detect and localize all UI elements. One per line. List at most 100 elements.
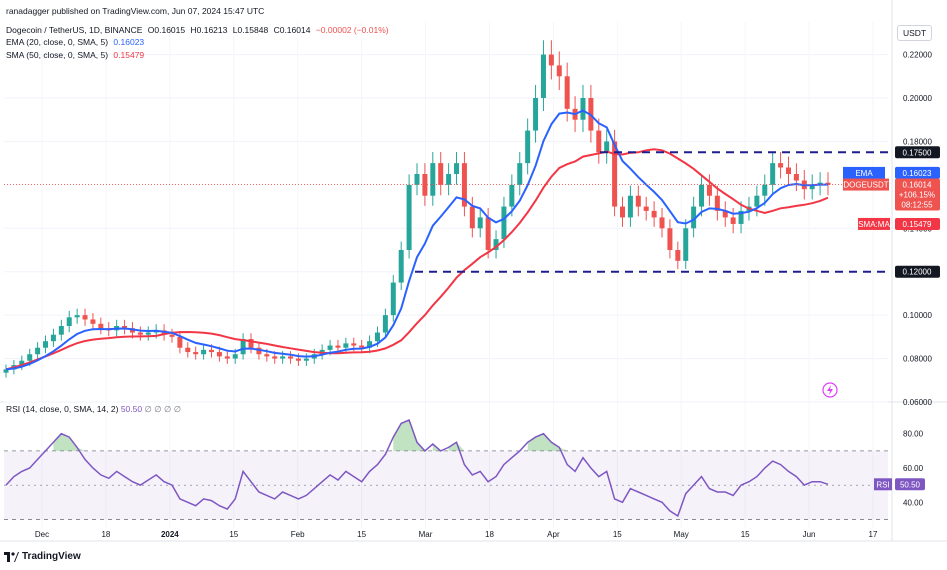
price-tick-label: 0.10000 <box>903 311 932 320</box>
candle <box>730 207 736 234</box>
candle <box>778 152 784 179</box>
rsi-value-label: 50.50 <box>900 480 921 489</box>
candle <box>770 152 776 196</box>
ema-legend[interactable]: EMA (20, close, 0, SMA, 5) 0.16023 <box>6 37 144 47</box>
candle-body <box>485 217 491 250</box>
candle <box>359 339 365 354</box>
tradingview-logo[interactable]: TradingView <box>4 551 81 562</box>
symbol-title: Dogecoin / TetherUS, 1D, BINANCE <box>6 25 143 35</box>
candle <box>240 333 246 360</box>
candle-body <box>177 336 183 348</box>
candle <box>517 152 523 196</box>
candle-body <box>66 317 72 326</box>
candle-body <box>699 184 705 207</box>
candle <box>691 196 697 238</box>
candle-body <box>367 341 373 348</box>
candle <box>390 275 396 322</box>
rsi-side-tag <box>874 478 892 491</box>
candle <box>145 326 151 341</box>
candle-body <box>27 354 33 361</box>
candle-body <box>714 195 720 211</box>
candle-body <box>209 349 214 353</box>
candle <box>651 201 657 227</box>
candle <box>193 346 199 360</box>
candle <box>793 163 799 192</box>
price-tick-label: 0.20000 <box>903 94 932 103</box>
candle-body <box>256 347 262 355</box>
symbol-side-tag <box>843 178 889 191</box>
candle <box>461 152 467 217</box>
candle-body <box>216 352 222 357</box>
sma-price-value: 0.15479 <box>903 220 932 229</box>
ema-legend-value: 0.16023 <box>113 37 145 47</box>
sma-legend[interactable]: SMA (50, close, 0, SMA, 5) 0.15479 <box>6 50 144 60</box>
candle <box>430 152 436 206</box>
publisher-line: ranadagger published on TradingView.com,… <box>6 6 265 16</box>
time-tick-label: 15 <box>741 530 750 539</box>
time-tick-label: Feb <box>291 530 305 539</box>
candle <box>620 196 625 227</box>
candle <box>438 152 444 196</box>
candle <box>35 342 41 360</box>
candle-body <box>509 184 515 207</box>
candle <box>604 129 610 164</box>
candle <box>98 317 104 335</box>
candle-body <box>43 341 49 348</box>
symbol-ohlc-line: Dogecoin / TetherUS, 1D, BINANCE O0.1601… <box>6 25 389 35</box>
candle-body <box>604 141 610 153</box>
rsi-value-tag <box>895 478 925 491</box>
candle <box>201 344 207 360</box>
ema-side-name: EMA <box>855 169 873 178</box>
candle <box>477 207 483 238</box>
rsi-legend-label: RSI (14, close, 0, SMA, 14, 2) <box>6 404 119 414</box>
rsi-legend-extra: ∅ ∅ ∅ ∅ <box>144 404 182 414</box>
sma-legend-label: SMA (50, close, 0, SMA, 5) <box>6 50 109 60</box>
candle <box>224 351 230 364</box>
candle-body <box>612 141 618 207</box>
price-tick-label: 0.06000 <box>903 398 932 407</box>
candle-body <box>193 352 199 355</box>
rsi-tick-label: 40.00 <box>903 498 924 507</box>
symbol-price-value: 0.16014 <box>903 181 932 190</box>
candle-body <box>580 98 586 120</box>
candle <box>762 174 768 206</box>
sma-legend-value: 0.15479 <box>113 50 145 60</box>
candle <box>367 335 373 354</box>
sma-side-tag <box>858 217 890 230</box>
sma-side-name: SMA:MA <box>858 220 890 229</box>
candle-body <box>169 334 175 337</box>
candle-body <box>90 319 96 324</box>
candle-body <box>809 184 815 190</box>
low-label: L <box>232 25 238 35</box>
candle <box>722 201 728 227</box>
candle <box>699 174 705 217</box>
candle-body <box>327 345 333 350</box>
candle-body <box>248 339 254 348</box>
time-tick-label: 15 <box>229 530 238 539</box>
candle <box>667 219 673 259</box>
rsi-legend[interactable]: RSI (14, close, 0, SMA, 14, 2) 50.50 ∅ ∅… <box>6 404 181 415</box>
price-tick-label: 0.22000 <box>903 51 932 60</box>
candle <box>509 174 515 217</box>
candle <box>738 201 744 234</box>
close-label: C <box>273 25 280 35</box>
candle <box>454 152 460 185</box>
change-value: −0.00002 (−0.01%) <box>315 25 389 35</box>
candle <box>627 185 633 227</box>
candle <box>533 84 539 143</box>
candle-body <box>351 343 357 346</box>
rsi-tick-label: 60.00 <box>903 464 924 473</box>
candle-body <box>722 210 728 218</box>
candle <box>643 196 649 221</box>
symbol-side-name: DOGEUSDT <box>843 181 888 190</box>
currency-button[interactable]: USDT <box>897 25 933 41</box>
time-tick-label: 18 <box>485 530 494 539</box>
candle-body <box>548 54 554 66</box>
open-label: O <box>147 25 155 35</box>
time-tick-label: 18 <box>101 530 110 539</box>
open-value: 0.16015 <box>154 25 186 35</box>
rsi-line <box>5 418 829 518</box>
candle-body <box>477 217 483 229</box>
candle-body <box>185 347 191 353</box>
